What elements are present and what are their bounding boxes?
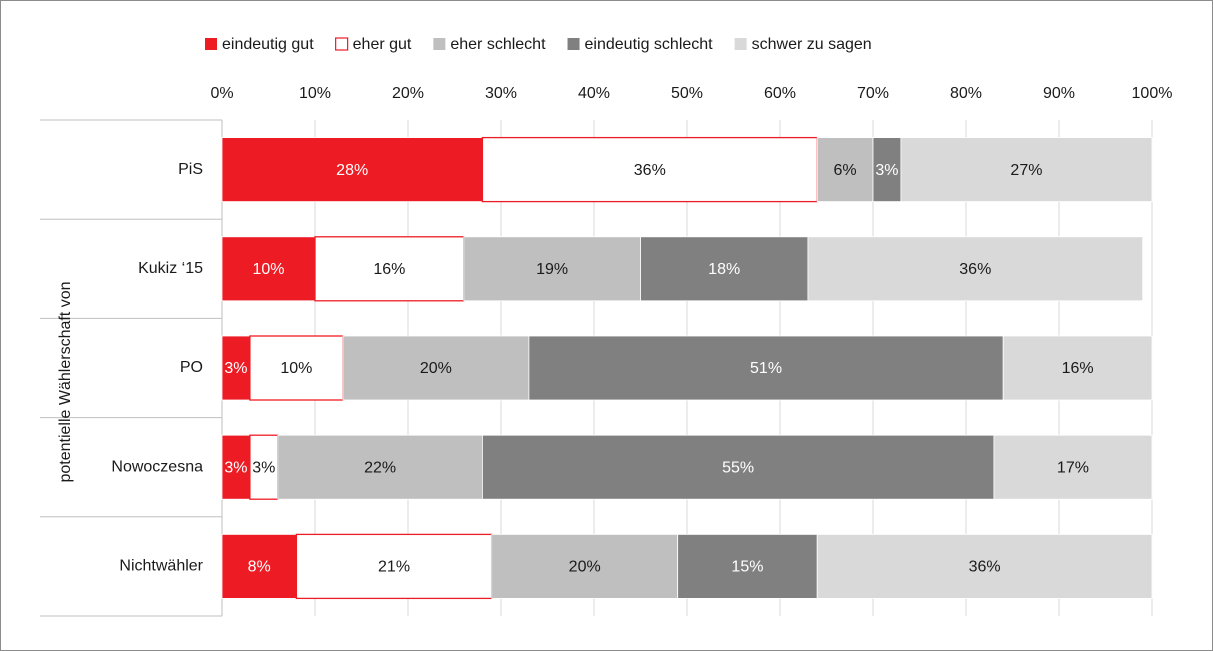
- bar-segment: [481, 434, 995, 500]
- legend-label-4: schwer zu sagen: [752, 36, 872, 53]
- x-tick-label: 60%: [764, 85, 796, 102]
- category-label: PO: [180, 359, 203, 376]
- data-label: 55%: [722, 459, 754, 476]
- bar-segment: [807, 236, 1144, 302]
- x-tick-label: 40%: [578, 85, 610, 102]
- bars: 28% 36% 6% 3% 27% 10% 16% 19% 18% 36% 3% 10% 20% 51% 1…: [221, 136, 1153, 600]
- data-label: 16%: [1062, 360, 1094, 377]
- bar-segment: [277, 434, 483, 500]
- x-tick-label: 30%: [485, 85, 517, 102]
- bar-segment: [993, 434, 1153, 500]
- category-label: Kukiz ‘15: [138, 260, 203, 277]
- legend-label-3: eindeutig schlecht: [585, 36, 714, 53]
- data-label: 8%: [248, 559, 271, 576]
- data-label: 10%: [252, 261, 284, 278]
- category-label: Nowoczesna: [111, 458, 203, 475]
- data-label: 28%: [336, 162, 368, 179]
- x-tick-label: 10%: [299, 85, 331, 102]
- legend-swatch-1: [335, 37, 349, 51]
- data-label: 20%: [420, 360, 452, 377]
- x-tick-label: 0%: [210, 85, 233, 102]
- bar-segment: [221, 434, 251, 500]
- data-label: 3%: [224, 360, 247, 377]
- data-label: 6%: [834, 162, 857, 179]
- data-label: 21%: [378, 559, 410, 576]
- data-label: 19%: [536, 261, 568, 278]
- legend: eindeutig gut eher gut eher schlecht eindeu…: [205, 36, 872, 53]
- legend-swatch-4: [734, 38, 747, 50]
- x-tick-label: 50%: [671, 85, 703, 102]
- legend-label-0: eindeutig gut: [222, 36, 314, 53]
- x-axis-tick-labels: 0% 10% 20% 30% 40% 50% 60% 70% 80% 90% 100%: [210, 85, 1172, 102]
- legend-swatch-2: [433, 38, 446, 50]
- x-tick-label: 70%: [857, 85, 889, 102]
- x-tick-label: 20%: [392, 85, 424, 102]
- legend-swatch-3: [567, 38, 580, 50]
- bar-segment: [314, 236, 465, 302]
- category-label: PiS: [178, 161, 203, 178]
- legend-label-1: eher gut: [353, 36, 412, 53]
- x-tick-label: 80%: [950, 85, 982, 102]
- bar-segment: [342, 335, 530, 401]
- bar-segment: [528, 335, 1004, 401]
- legend-swatch-0: [205, 38, 217, 50]
- data-label: 22%: [364, 459, 396, 476]
- bar-segment: [640, 236, 809, 302]
- data-label: 20%: [569, 559, 601, 576]
- data-label: 3%: [252, 459, 275, 476]
- bar-segment: [816, 534, 1153, 599]
- data-label: 51%: [750, 360, 782, 377]
- bar-segment: [481, 136, 818, 203]
- category-labels: PiS Kukiz ‘15 PO Nowoczesna Nichtwähler: [111, 161, 203, 575]
- bar-segment: [463, 236, 641, 302]
- data-label: 16%: [373, 261, 405, 278]
- data-label: 36%: [634, 162, 666, 179]
- data-label: 10%: [280, 360, 312, 377]
- data-label: 36%: [959, 261, 991, 278]
- category-label: Nichtwähler: [119, 558, 203, 575]
- data-label: 17%: [1057, 459, 1089, 476]
- bar-segment: [900, 137, 1153, 203]
- x-tick-label: 100%: [1132, 85, 1173, 102]
- bar-segment: [249, 335, 344, 401]
- bar-segment: [816, 137, 874, 203]
- bar-segment: [491, 534, 679, 599]
- legend-label-2: eher schlecht: [450, 36, 546, 53]
- data-label: 3%: [224, 459, 247, 476]
- data-label: 15%: [731, 559, 763, 576]
- data-label: 3%: [875, 162, 898, 179]
- bar-segment: [221, 236, 316, 302]
- data-label: 27%: [1010, 162, 1042, 179]
- data-label: 18%: [708, 261, 740, 278]
- x-tick-label: 90%: [1043, 85, 1075, 102]
- bar-segment: [872, 137, 902, 203]
- bar-segment: [221, 137, 483, 203]
- bar-segment: [1002, 335, 1153, 401]
- data-label: 36%: [969, 559, 1001, 576]
- bar-segment: [677, 534, 818, 599]
- y-axis-title: potentielle Wählerschaft von: [57, 282, 74, 483]
